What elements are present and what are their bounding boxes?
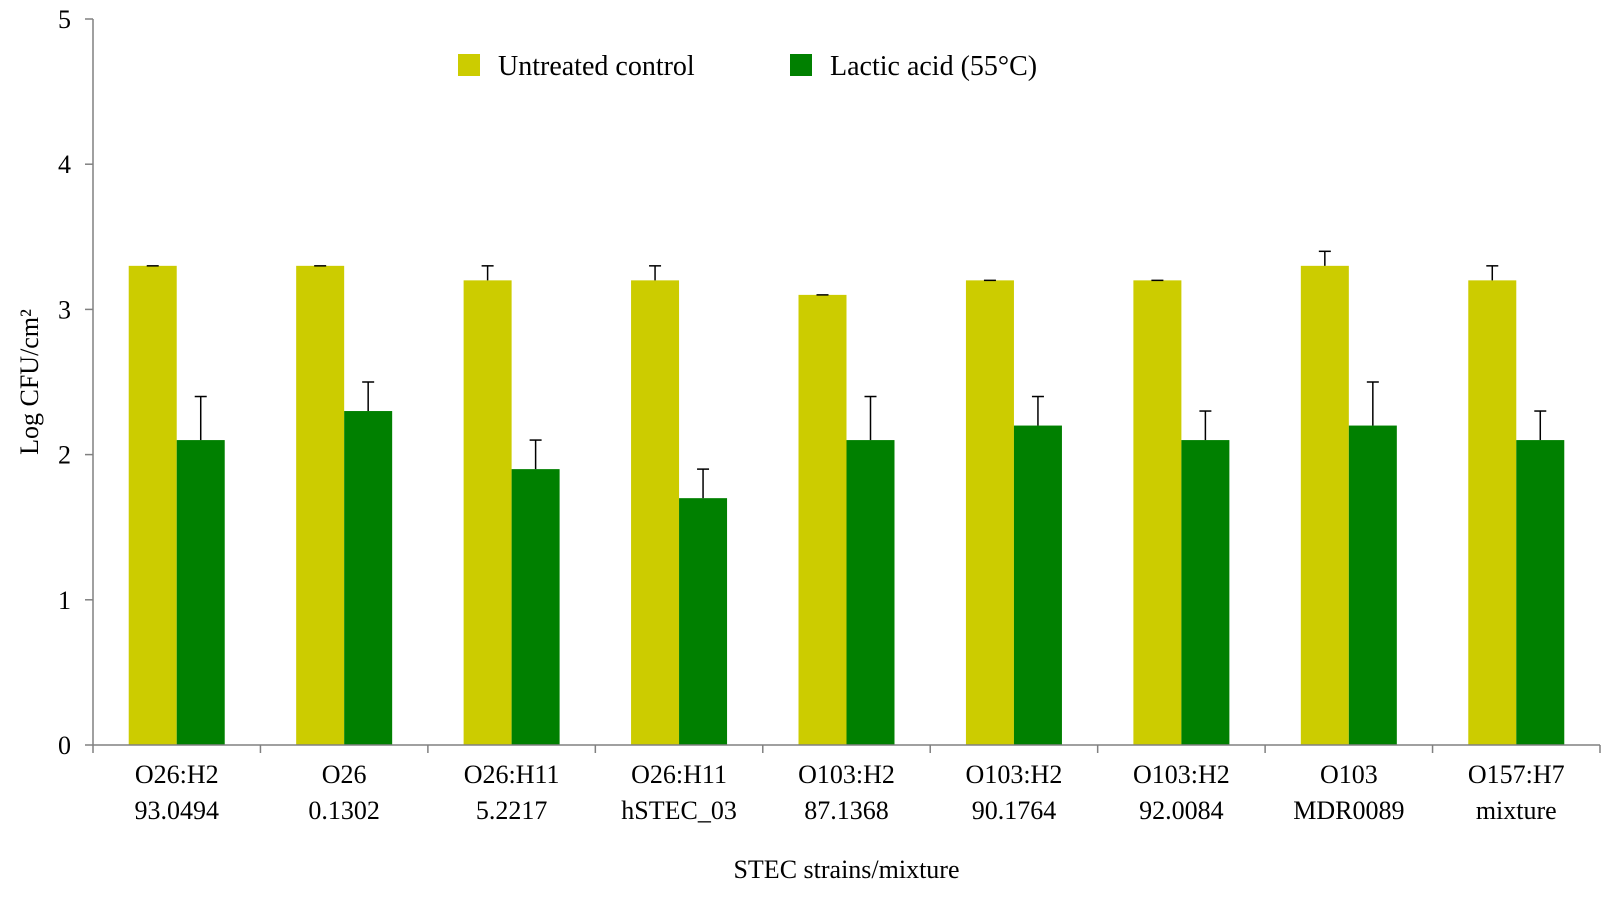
bar xyxy=(128,265,177,745)
legend-label: Lactic acid (55°C) xyxy=(830,51,1037,82)
bar xyxy=(176,440,225,745)
x-ticks: O26:H2 93.0494 O26 0.1302 O26:H11 5.2217 O26:H… xyxy=(92,745,1601,825)
x-tick-label: O103 xyxy=(1320,760,1378,789)
y-axis-label: Log CFU/cm² xyxy=(15,309,44,455)
bar xyxy=(344,411,393,745)
bar xyxy=(463,280,512,745)
legend-label: Untreated control xyxy=(498,51,695,82)
x-tick-label: 90.1764 xyxy=(972,796,1057,825)
y-tick-label: 0 xyxy=(58,731,71,760)
x-tick-label: O26:H11 xyxy=(631,760,727,789)
bar xyxy=(1181,440,1230,745)
legend-swatch xyxy=(458,54,480,76)
bar xyxy=(965,280,1014,745)
bar xyxy=(1300,265,1349,745)
bar xyxy=(1516,440,1565,745)
bar xyxy=(846,440,895,745)
x-tick-label: O103:H2 xyxy=(966,760,1063,789)
legend: Untreated control Lactic acid (55°C) xyxy=(458,51,1037,82)
bar xyxy=(1468,280,1517,745)
y-tick-label: 2 xyxy=(58,441,71,470)
x-tick-label: 92.0084 xyxy=(1139,796,1224,825)
bar xyxy=(631,280,680,745)
bar xyxy=(1348,425,1397,745)
x-tick-label: O157:H7 xyxy=(1468,760,1565,789)
y-tick-label: 5 xyxy=(58,5,71,34)
x-tick-label: mixture xyxy=(1476,796,1557,825)
x-tick-label: O103:H2 xyxy=(1133,760,1230,789)
bars-layer xyxy=(128,265,1565,745)
bar xyxy=(511,469,560,745)
x-tick-label: O103:H2 xyxy=(798,760,895,789)
bar xyxy=(1133,280,1182,745)
y-tick-label: 3 xyxy=(58,295,71,324)
y-tick-label: 4 xyxy=(58,150,71,179)
bar xyxy=(296,265,345,745)
x-axis-label: STEC strains/mixture xyxy=(733,855,959,884)
x-tick-label: 93.0494 xyxy=(134,796,219,825)
y-ticks: 0 1 2 3 4 5 xyxy=(58,5,93,760)
x-tick-label: MDR0089 xyxy=(1293,796,1404,825)
axes-layer xyxy=(92,19,1600,746)
x-tick-label: O26 xyxy=(322,760,367,789)
x-tick-label: O26:H11 xyxy=(464,760,560,789)
bar xyxy=(679,498,728,745)
bar xyxy=(798,294,847,745)
x-tick-label: hSTEC_03 xyxy=(621,796,737,825)
x-tick-label: 87.1368 xyxy=(804,796,889,825)
y-tick-label: 1 xyxy=(58,586,71,615)
x-tick-label: 5.2217 xyxy=(476,796,548,825)
error-bars-layer xyxy=(146,250,1547,499)
legend-swatch xyxy=(790,54,812,76)
x-tick-label: 0.1302 xyxy=(308,796,380,825)
x-tick-label: O26:H2 xyxy=(135,760,219,789)
bar xyxy=(1013,425,1062,745)
